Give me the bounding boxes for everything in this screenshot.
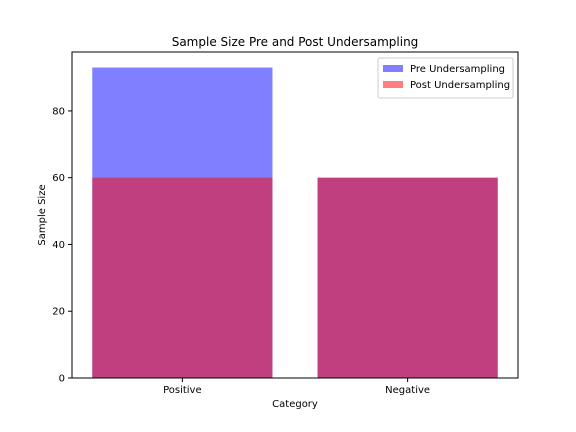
bars [92, 67, 498, 379]
axes-frame [71, 51, 519, 379]
legend-swatch [383, 81, 403, 88]
y-tick-label: 80 [52, 106, 65, 117]
y-tick-label: 40 [52, 240, 65, 251]
y-axis-label: Sample Size [37, 184, 48, 245]
bar-post-undersampling-positive [92, 177, 273, 378]
y-tick-label: 60 [52, 173, 65, 184]
x-tick-label: Negative [385, 385, 430, 396]
y-tick-label: 0 [59, 374, 65, 385]
x-tick-label: Positive [163, 385, 202, 396]
y-axis: 0 20 40 60 80 [52, 106, 72, 385]
chart-title: Sample Size Pre and Post Undersampling [172, 35, 419, 49]
legend-label: Post Undersampling [410, 80, 510, 91]
x-axis: Positive Negative [163, 378, 430, 396]
y-tick-label: 20 [52, 307, 65, 318]
legend-swatch [383, 65, 403, 72]
axes-border [71, 51, 519, 379]
legend: Pre Undersampling Post Undersampling [377, 57, 514, 99]
legend-label: Pre Undersampling [410, 64, 505, 75]
x-axis-label: Category [272, 399, 318, 410]
legend-box [377, 57, 514, 99]
bar-post-undersampling-negative [317, 177, 498, 378]
